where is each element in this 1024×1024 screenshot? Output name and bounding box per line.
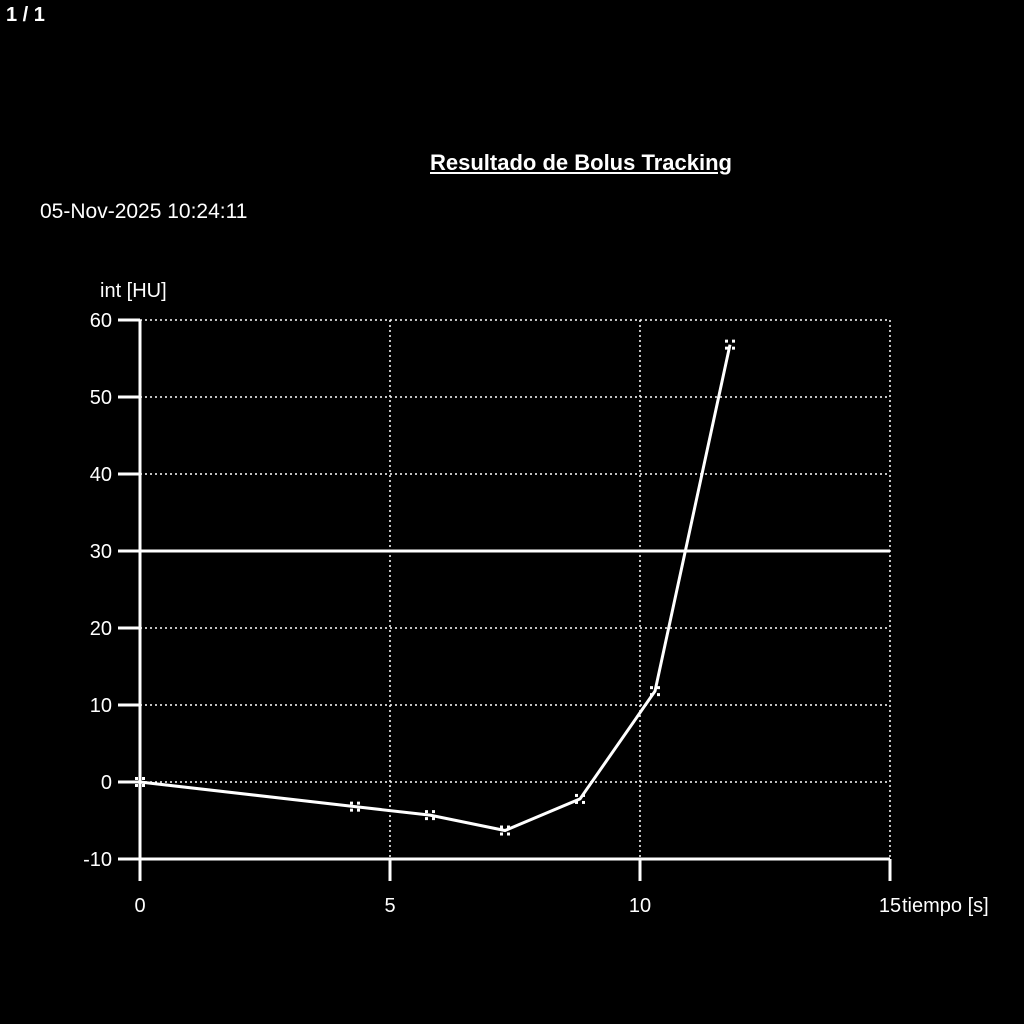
data-point: [135, 777, 145, 787]
page-indicator: 1 / 1: [6, 4, 45, 26]
data-point: [575, 793, 585, 804]
y-tick-label: 0: [101, 772, 112, 794]
series-line: [139, 344, 732, 833]
y-axis-label: int [HU]: [100, 280, 167, 302]
data-point: [425, 810, 435, 821]
data-point: [500, 825, 510, 836]
x-tick-label: 5: [384, 895, 395, 917]
x-tick-label: 15: [879, 895, 901, 917]
chart-title: Resultado de Bolus Tracking: [430, 150, 732, 175]
y-tick-label: -10: [83, 849, 112, 871]
x-tick-label: 0: [134, 895, 145, 917]
y-tick-label: 10: [90, 695, 112, 717]
x-tick-label: 10: [629, 895, 651, 917]
y-tick-label: 50: [90, 387, 112, 409]
y-tick-label: 60: [90, 310, 112, 332]
y-tick-label: 40: [90, 464, 112, 486]
data-point: [725, 339, 735, 350]
y-tick-label: 20: [90, 618, 112, 640]
x-axis-label: tiempo [s]: [902, 895, 989, 917]
data-point: [650, 686, 660, 697]
data-point: [350, 801, 360, 812]
acquisition-datetime: 05-Nov-2025 10:24:11: [40, 200, 248, 223]
y-tick-label: 30: [90, 541, 112, 563]
